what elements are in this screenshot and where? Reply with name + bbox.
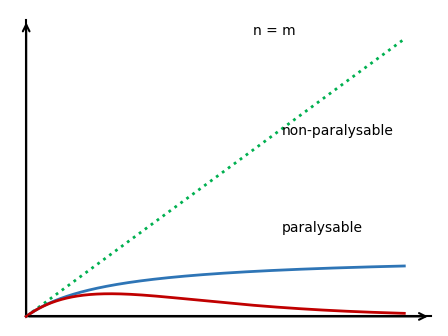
- Text: non-paralysable: non-paralysable: [282, 124, 394, 138]
- Text: paralysable: paralysable: [282, 220, 363, 235]
- Text: n = m: n = m: [253, 24, 296, 38]
